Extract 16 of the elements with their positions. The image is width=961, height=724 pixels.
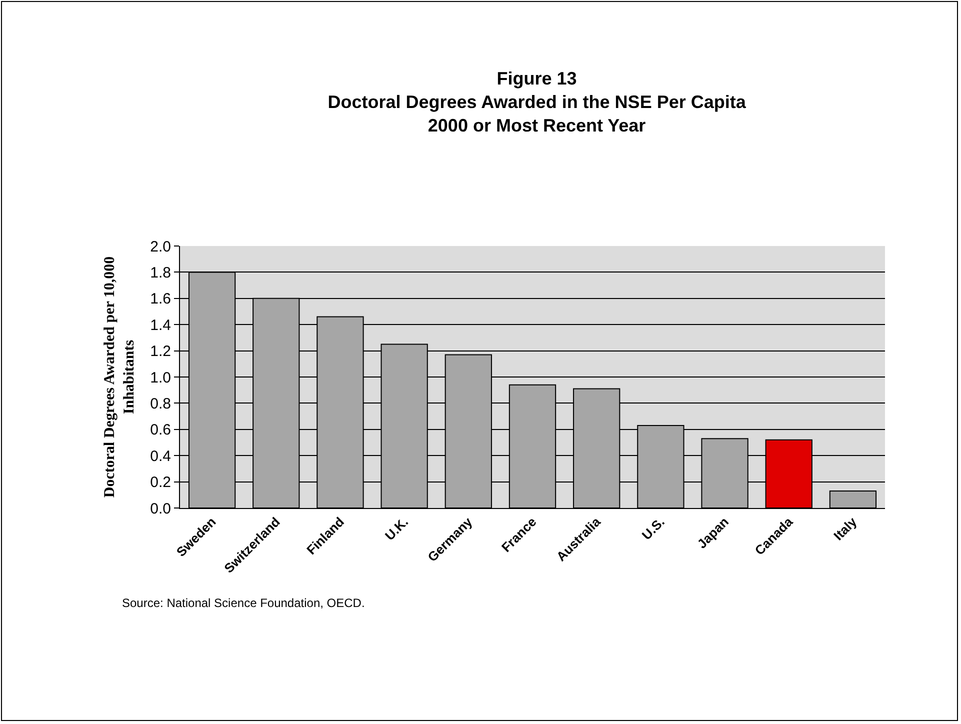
source-note: Source: National Science Foundation, OECD. <box>122 596 365 610</box>
y-tick-label: 0.2 <box>150 474 171 492</box>
x-tick-label: U.K. <box>382 514 412 544</box>
y-tick-label: 1.8 <box>150 264 171 282</box>
y-tick-label: 0.8 <box>150 395 171 412</box>
y-tick-label: 0.4 <box>150 448 171 465</box>
y-tick-label: 0.6 <box>150 422 171 439</box>
y-axis-title: Doctoral Degrees Awarded per 10,000 Inhabitants <box>102 256 138 498</box>
y-tick-label: 1.0 <box>150 369 171 386</box>
x-tick-label: U.S. <box>638 514 668 543</box>
y-tick-label: 2.0 <box>150 238 171 256</box>
y-tick-label: 1.6 <box>150 290 171 308</box>
y-tick-label: 0.0 <box>150 500 171 518</box>
y-tick-label: 1.2 <box>150 343 171 360</box>
y-tick-label: 1.4 <box>150 316 171 334</box>
chart-title: Figure 13 Doctoral Degrees Awarded in the NSE Per Capita 2000 or Most Recent Year <box>328 68 747 136</box>
